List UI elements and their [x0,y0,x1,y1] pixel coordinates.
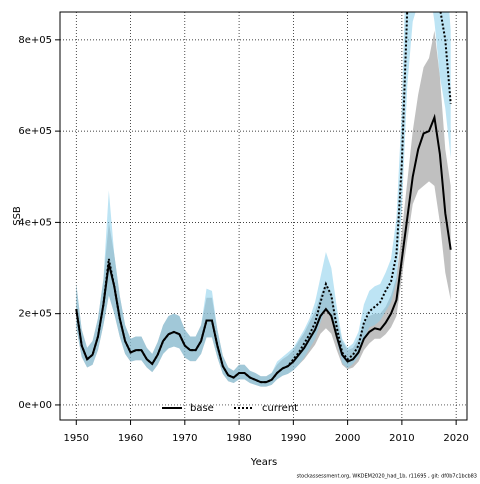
x-tick-label: 2020 [443,433,468,444]
confidence-band [76,30,451,387]
x-axis-label: Years [250,457,277,468]
legend-label: base [190,403,214,414]
x-tick-label: 1980 [226,433,251,444]
plot-area [75,12,452,387]
y-tick-label: 2e+05 [18,309,52,320]
legend-label: current [262,403,298,414]
series-line [75,12,452,384]
x-tick-label: 2000 [335,433,360,444]
plot-frame [59,11,468,421]
confidence-band [76,12,451,387]
x-tick-label: 1960 [118,433,143,444]
y-tick-label: 8e+05 [18,35,52,46]
y-tick-label: 0e+00 [18,400,52,411]
x-tick-label: 1990 [281,433,306,444]
y-axis-label: SSB [12,206,23,226]
y-tick-label: 4e+05 [18,217,52,228]
x-tick-label: 1970 [172,433,197,444]
footnote: stockassessment.org, WKDEM2020_had_1b, r… [297,474,477,480]
x-tick-label: 2010 [389,433,414,444]
x-tick-label: 1950 [64,433,89,444]
y-tick-label: 6e+05 [18,126,52,137]
